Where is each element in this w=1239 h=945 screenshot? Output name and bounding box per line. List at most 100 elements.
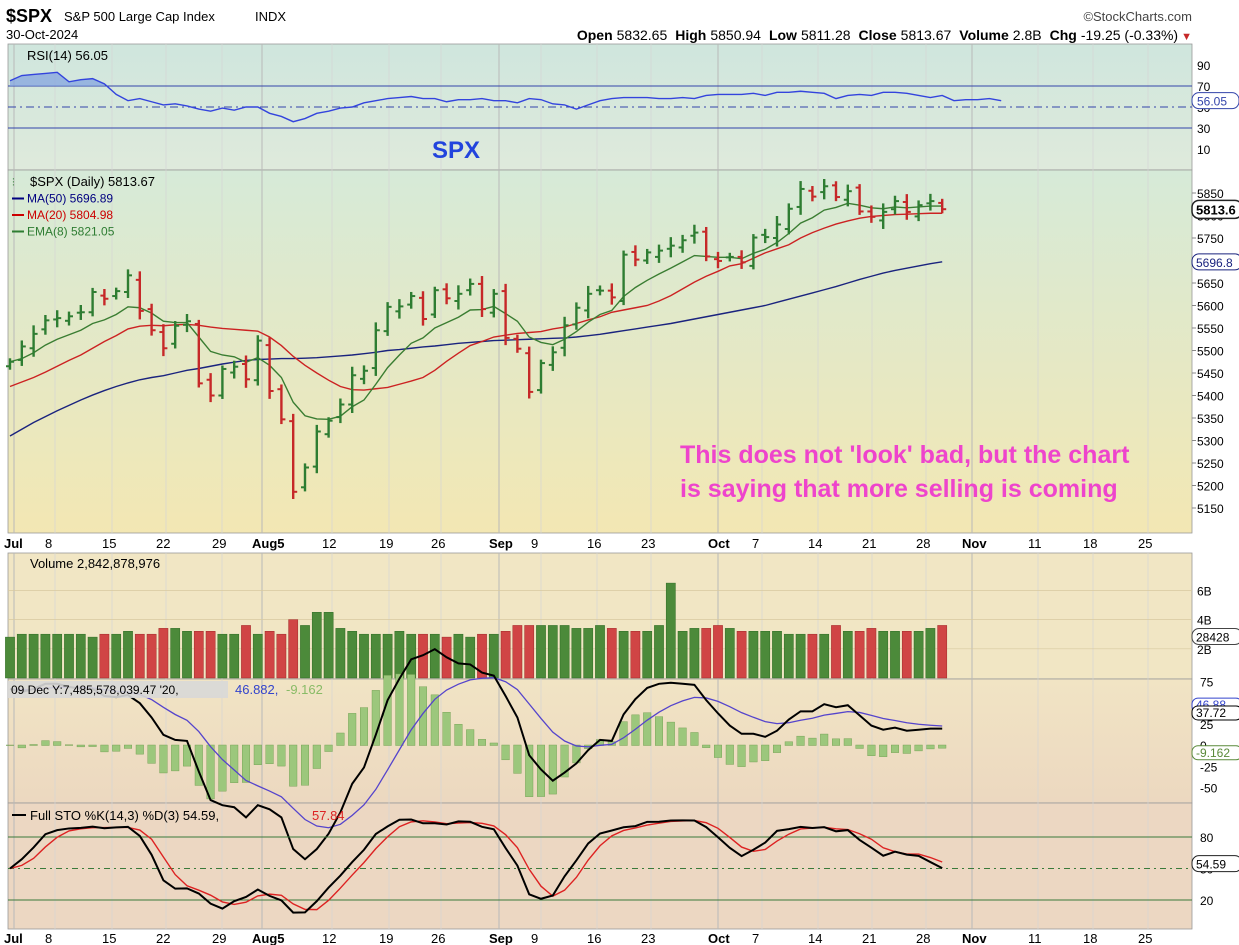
volume-tag: 28428: [1196, 631, 1230, 645]
ma20-line: [9, 212, 943, 391]
volume-bar: [16, 633, 27, 679]
price-tick-label: 5200: [1197, 480, 1224, 494]
macd-histogram-bar: [832, 738, 841, 746]
ema8-line: [9, 202, 943, 421]
price-tick-label: 5600: [1197, 300, 1224, 314]
rsi-tick-label: 10: [1197, 143, 1211, 157]
volume-bar: [618, 631, 629, 679]
bars-icon: ⫶: [12, 177, 15, 189]
rsi-tick-label: 90: [1197, 59, 1211, 73]
x-tick-label: Aug5: [252, 536, 285, 551]
x-tick-label: Sep: [489, 931, 513, 945]
volume-bar: [40, 633, 51, 679]
ma50-line: [9, 261, 943, 437]
macd-histogram-bar: [159, 744, 168, 774]
rsi-tick-label: 70: [1197, 80, 1211, 94]
x-tick-label: 18: [1083, 536, 1097, 551]
legend-entry: MA(50) 5696.89: [27, 192, 113, 206]
volume-bar: [890, 631, 900, 679]
price-bar: [690, 224, 699, 244]
macd-histogram-bar: [336, 732, 345, 746]
volume-bar: [300, 625, 310, 679]
quote-value-open: 5832.65: [617, 27, 668, 43]
price-bars: [6, 179, 947, 500]
price-bar: [879, 203, 888, 229]
macd-histogram-bar: [41, 740, 50, 746]
change-arrow-icon: ▼: [1181, 31, 1192, 43]
macd-histogram-bar: [324, 744, 333, 752]
exchange: INDX: [255, 9, 286, 24]
macd-histogram-bar: [796, 735, 805, 746]
macd-histogram-bar: [643, 712, 652, 746]
macd-histogram-bar: [773, 744, 782, 753]
price-bar: [383, 302, 392, 336]
volume-bar: [524, 625, 535, 679]
volume-bar: [783, 633, 794, 679]
volume-bar: [559, 625, 570, 679]
volume-bar: [64, 633, 74, 679]
price-bar: [407, 291, 416, 309]
rsi-line: [9, 71, 1002, 123]
x-tick-label: 21: [862, 536, 876, 551]
index-name: S&P 500 Large Cap Index: [64, 9, 215, 24]
price-bar: [548, 346, 557, 371]
sto-d-line: [9, 819, 943, 911]
macd-tick-label: 75: [1200, 675, 1214, 689]
volume-bar: [512, 625, 523, 679]
price-bar: [265, 337, 274, 399]
price-bar: [277, 384, 286, 425]
volume-bar: [866, 628, 877, 679]
macd-histogram-bar: [182, 744, 191, 767]
macd-histogram-bar: [348, 713, 357, 746]
price-bar: [560, 316, 569, 357]
macd-histogram-bar: [820, 733, 829, 746]
brand: ©StockCharts.com: [1083, 9, 1192, 24]
rsi-label: RSI(14) 56.05: [27, 48, 108, 63]
macd-histogram-bar: [619, 721, 628, 746]
x-tick-label: 25: [1138, 536, 1152, 551]
macd-histogram-bar: [843, 738, 852, 746]
price-bar: [584, 285, 593, 319]
x-tick-label: 19: [379, 536, 393, 551]
price-bar: [112, 287, 121, 300]
price-bar: [41, 314, 50, 335]
price-bar: [88, 287, 97, 317]
x-tick-label: 18: [1083, 931, 1097, 945]
price-tick-label: 5250: [1197, 457, 1224, 471]
volume-bar: [654, 625, 664, 679]
price-bar: [773, 215, 781, 247]
macd-histogram-bar: [194, 744, 203, 786]
macd-histogram-bar: [17, 744, 26, 749]
volume-bar: [28, 633, 39, 679]
volume-bar: [335, 628, 346, 679]
volume-bar: [52, 633, 63, 679]
legend-entry: EMA(8) 5821.05: [27, 225, 115, 239]
price-bar: [902, 194, 911, 220]
price-tick-label: 5350: [1197, 412, 1224, 426]
close-tag: 5813.6: [1196, 202, 1236, 217]
macd-tag-box: [1191, 705, 1239, 721]
macd-histogram-bar: [926, 744, 935, 750]
volume-bar: [359, 633, 369, 679]
price-tick-label: 5400: [1197, 390, 1224, 404]
volume-bar: [925, 628, 936, 679]
price-bar: [808, 186, 817, 202]
sto-tag-box: [1191, 855, 1239, 873]
price-bar: [572, 302, 581, 330]
volume-bar: [75, 633, 86, 679]
chart-date: 30-Oct-2024: [6, 27, 78, 42]
price-bar: [619, 250, 628, 306]
macd-histogram-bar: [265, 744, 274, 764]
volume-bar: [772, 631, 782, 679]
quote-label-chg: Chg: [1050, 27, 1077, 43]
x-tick-label: 15: [102, 536, 116, 551]
volume-bar: [854, 631, 865, 679]
price-bar: [891, 195, 899, 215]
volume-bar: [571, 628, 582, 679]
volume-bar: [241, 625, 251, 679]
volume-bar: [276, 633, 287, 679]
volume-bar: [193, 631, 204, 679]
volume-bar: [500, 631, 511, 679]
volume-bar: [347, 631, 358, 679]
